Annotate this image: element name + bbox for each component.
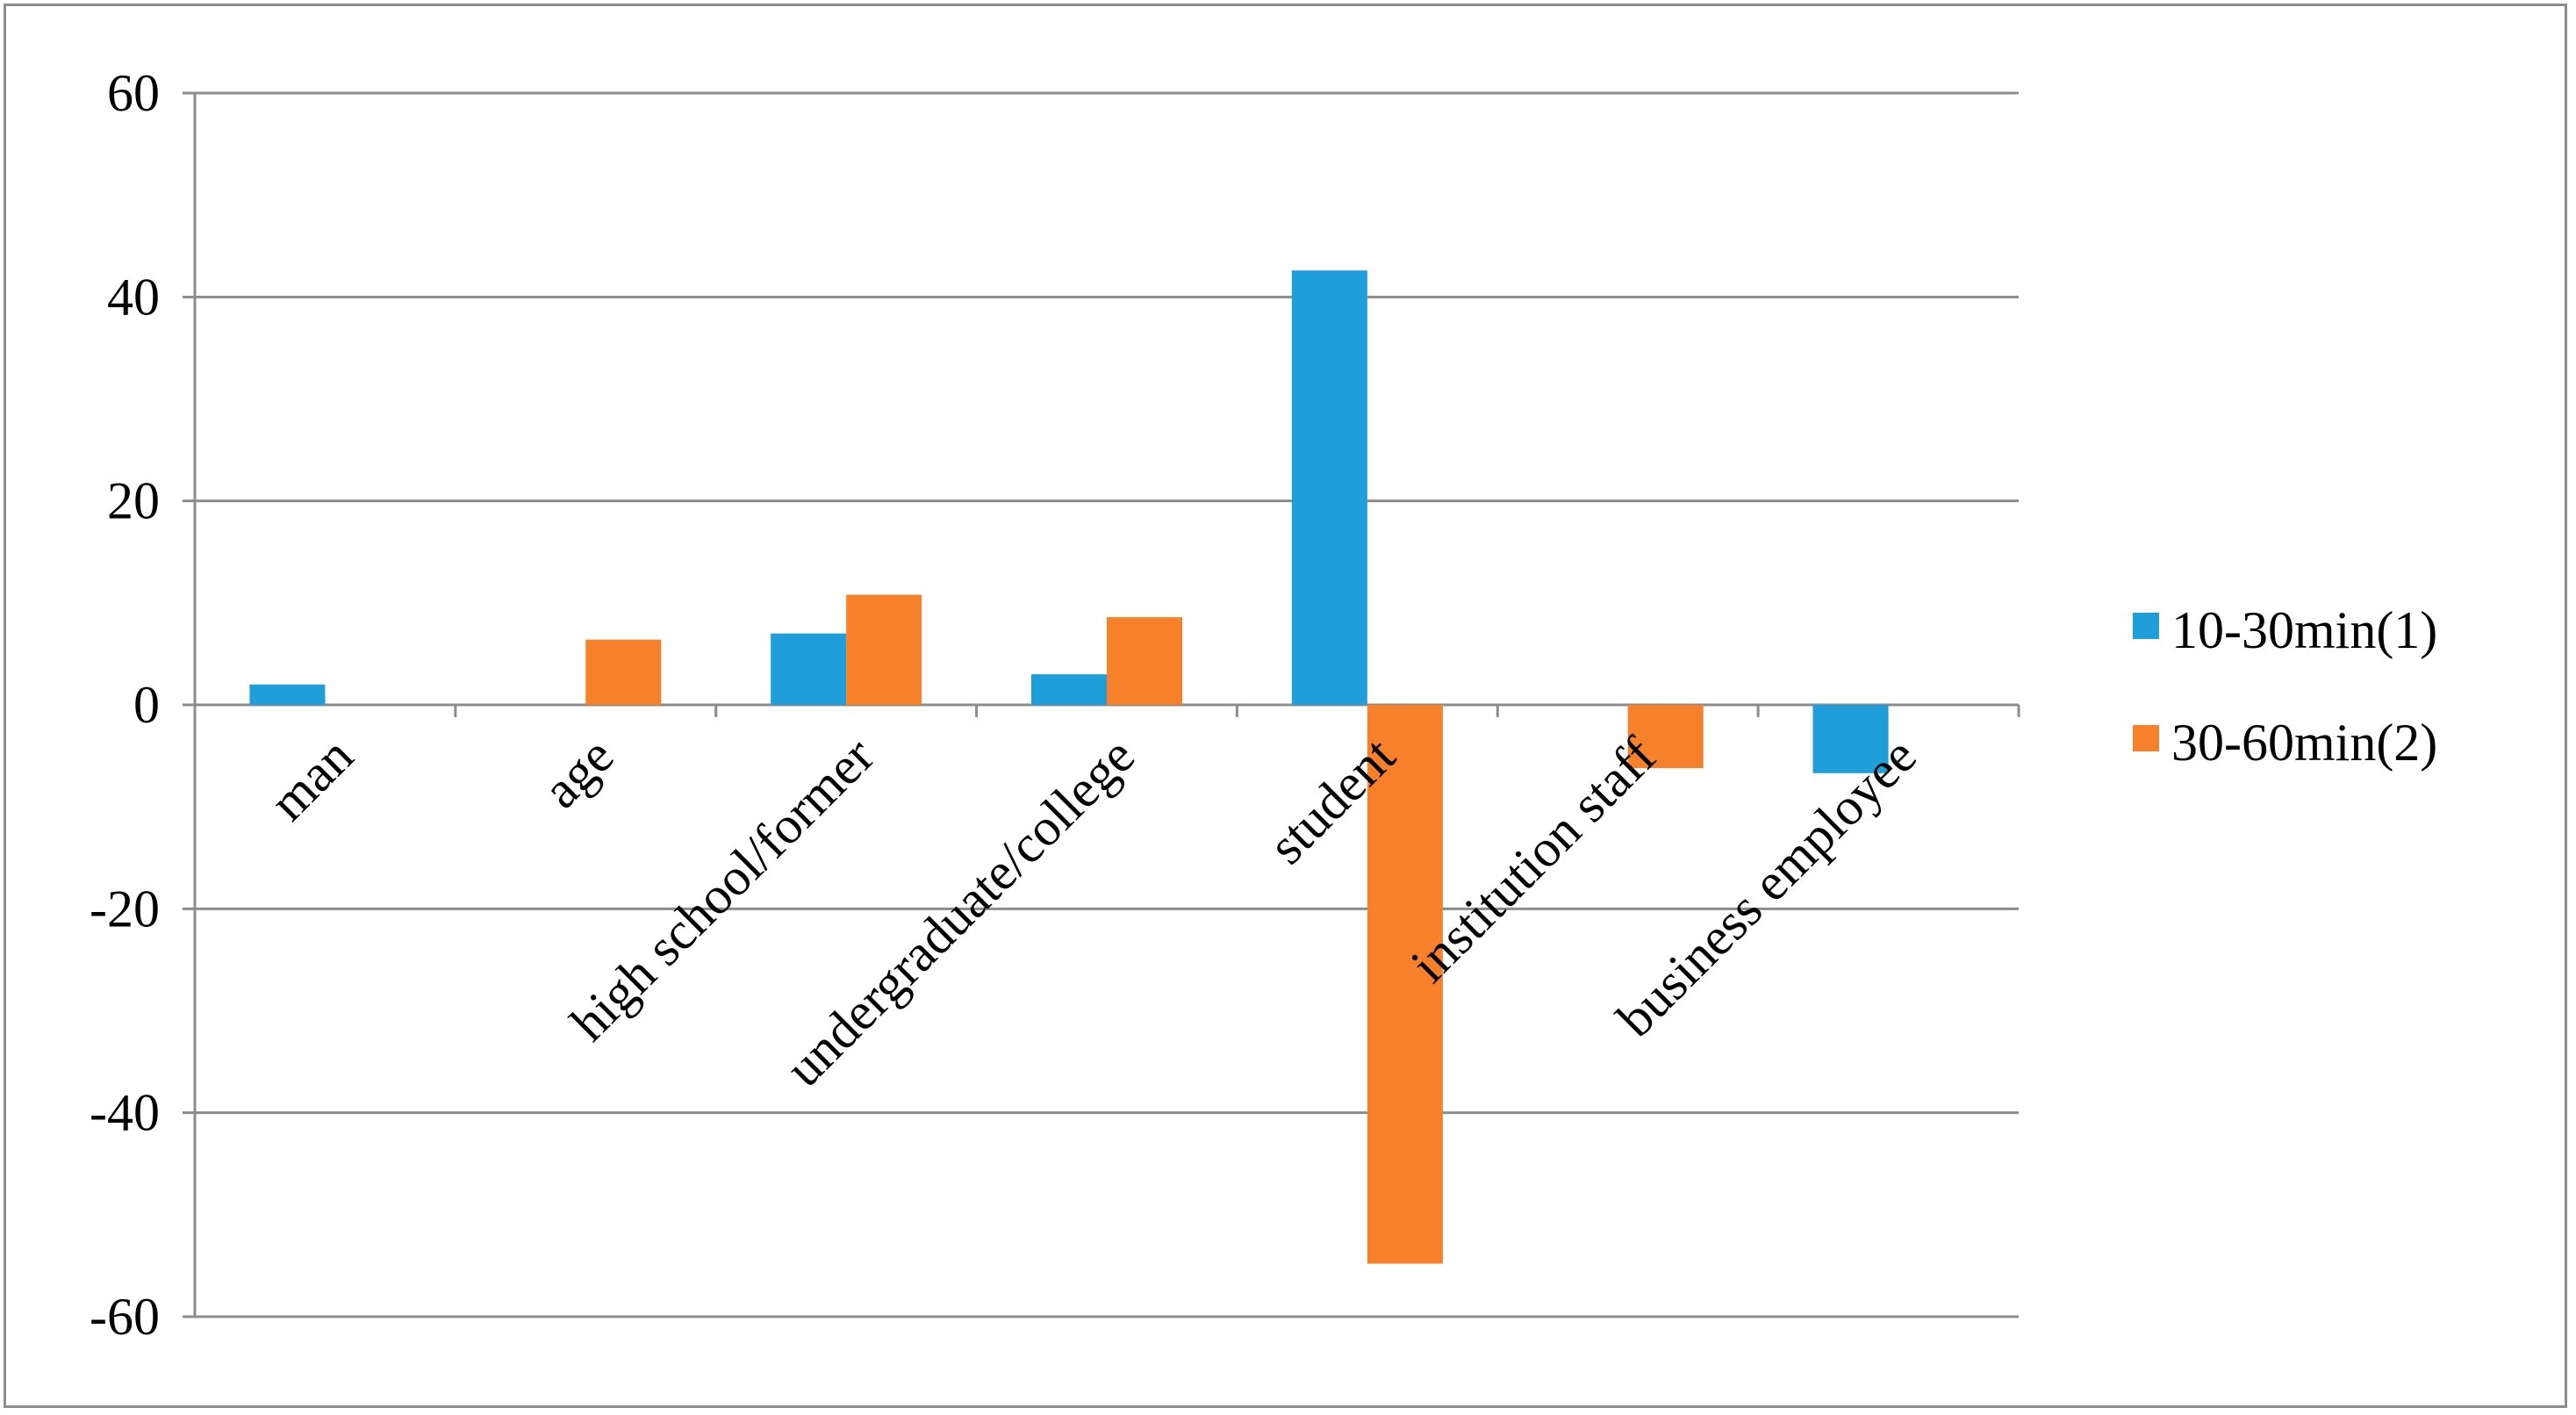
y-tick-label: -60 [90, 1288, 160, 1346]
y-tick-label: 0 [133, 676, 160, 734]
bar-2-high-school-former [846, 594, 922, 705]
bar-1-student [1291, 270, 1367, 705]
legend-label: 10-30min(1) [2171, 601, 2437, 659]
y-tick-label: 40 [107, 268, 160, 326]
axes [193, 93, 2020, 1317]
category-label: man [259, 727, 364, 832]
bar-1-business-employee [1812, 705, 1889, 773]
bars [249, 270, 1889, 1264]
bar-2-age [585, 639, 662, 705]
bar-2-undergraduate-college [1107, 617, 1182, 705]
bar-1-high-school-former [771, 633, 847, 705]
y-axis-ticks: 60 40 20 0 -20 -40 -60 [90, 64, 160, 1346]
y-tick-label: -20 [90, 880, 160, 937]
legend-swatch [2133, 613, 2159, 639]
category-label: age [532, 727, 625, 820]
y-tick-label: 20 [107, 472, 160, 530]
legend-label: 30-60min(2) [2171, 714, 2437, 772]
bar-1-undergraduate-college [1031, 674, 1107, 705]
bar-2-institution-staff [1627, 705, 1704, 769]
bar-2-student [1367, 705, 1443, 1264]
legend-swatch [2133, 725, 2159, 751]
y-tick-label: 60 [107, 64, 160, 122]
bar-1-man [249, 684, 326, 705]
y-tick-label: -40 [90, 1084, 160, 1142]
legend: 10-30min(1) 30-60min(2) [2133, 601, 2437, 772]
gridlines [183, 91, 2019, 1318]
